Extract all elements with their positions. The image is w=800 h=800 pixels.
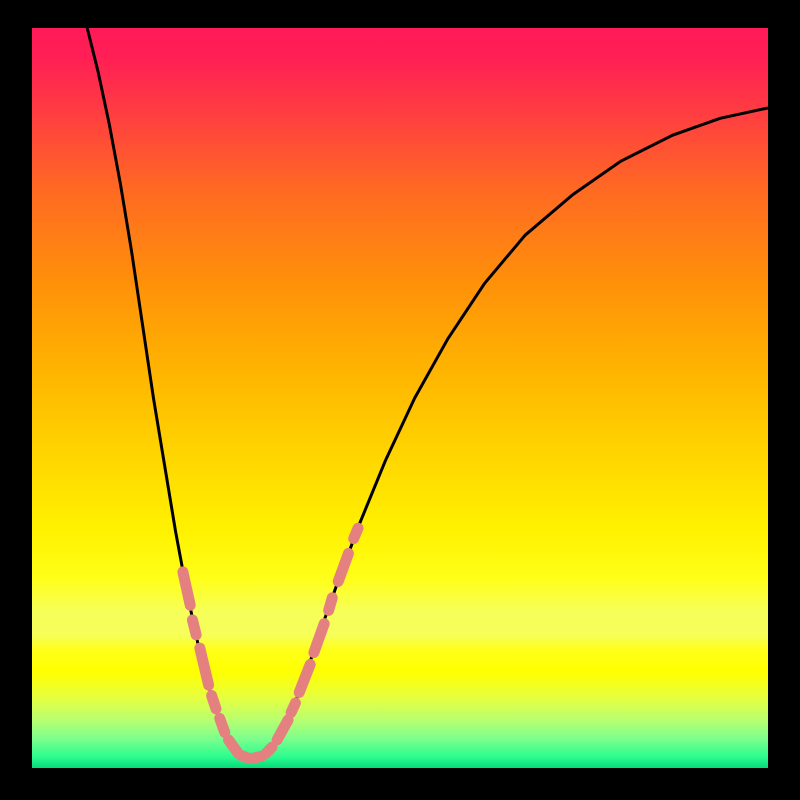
highlight-dash <box>266 747 272 753</box>
highlight-dash <box>212 695 216 708</box>
highlight-dash <box>329 598 333 611</box>
chart-container: TheBottleneck.com <box>0 0 800 800</box>
highlight-dash <box>229 740 239 753</box>
highlight-dash <box>220 718 225 732</box>
highlight-dash <box>183 572 190 605</box>
highlight-dash <box>354 528 358 538</box>
highlight-dash <box>253 756 262 758</box>
highlight-dash <box>192 620 196 635</box>
gradient-background <box>32 28 768 768</box>
highlight-dash <box>291 703 295 713</box>
bottleneck-curve-chart <box>0 0 800 800</box>
